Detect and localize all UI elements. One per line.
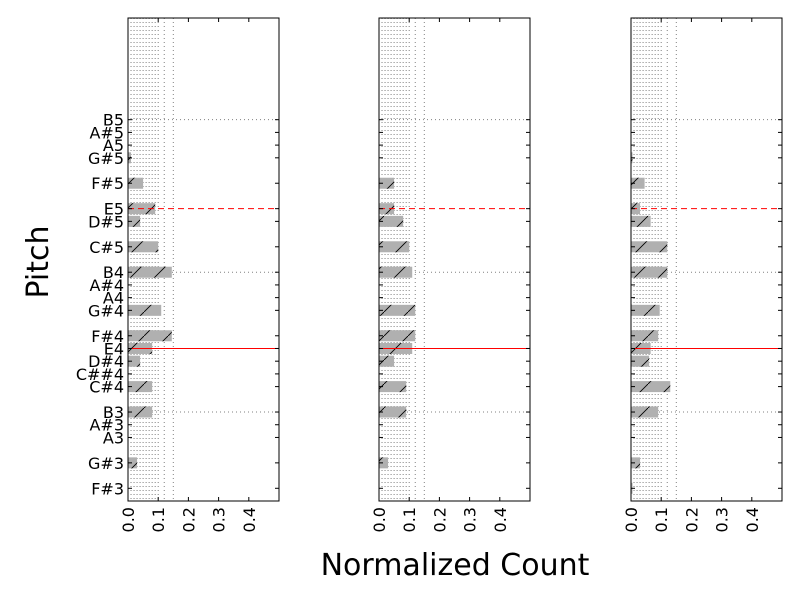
y-tick-label: B3 (103, 403, 124, 422)
plot-frame (127, 17, 280, 502)
x-tick-label: 0.0 (119, 507, 138, 532)
y-tick-label: C##4 (76, 365, 124, 384)
bar-hatch (631, 381, 671, 393)
bar-hatch (379, 203, 395, 215)
bar-hatch (128, 457, 138, 469)
y-tick-label: G#4 (88, 301, 124, 320)
y-axis-title: Pitch (21, 225, 56, 298)
x-tick-label: 0.3 (713, 507, 732, 532)
bar-hatch (128, 241, 159, 253)
bar-hatch (631, 266, 668, 278)
y-tick-label: B4 (103, 263, 124, 282)
bar-hatch (128, 406, 153, 418)
x-tick-label: 0.1 (149, 507, 168, 532)
y-tick-label: G#5 (88, 149, 124, 168)
panel-2: 0.0 0.1 0.2 0.3 0.4 (370, 17, 531, 532)
x-tick-label: 0.1 (400, 507, 419, 532)
plot-area (379, 18, 530, 501)
bar-hatch (379, 330, 416, 342)
x-tick-label: 0.1 (652, 507, 671, 532)
x-tick-label: 0.3 (461, 507, 480, 532)
plot-area (631, 18, 782, 501)
x-tick-label: 0.2 (430, 507, 449, 532)
bar-hatch (631, 406, 659, 418)
y-tick-label: A5 (103, 136, 124, 155)
panel-3: 0.0 0.1 0.2 0.3 0.4 (622, 17, 783, 532)
y-tick-label: A4 (103, 289, 124, 308)
y-tick-label: F#5 (91, 174, 124, 193)
y-tick-label: D#5 (88, 212, 124, 231)
y-tick-label: C#4 (89, 378, 124, 397)
x-axis-title: Normalized Count (321, 548, 590, 583)
bar-hatch (631, 241, 668, 253)
bar-hatch (128, 330, 172, 342)
plot-frame (378, 17, 531, 502)
panels-group: 0.0 0.1 0.2 0.3 0.4 F#3 G#3 A3A#3B3 C#4C##4D#4E4… (76, 17, 783, 532)
bar-hatch (379, 406, 407, 418)
bar-hatch (128, 266, 172, 278)
y-tick-label: A#4 (89, 276, 124, 295)
x-tick-label: 0.2 (179, 507, 198, 532)
bar-hatch (631, 457, 641, 469)
bar-hatch (631, 177, 645, 189)
x-tick-label: 0.2 (682, 507, 701, 532)
bar-hatch (128, 177, 144, 189)
y-tick-label: G#3 (88, 454, 124, 473)
bar-hatch (379, 457, 389, 469)
bar-hatch (379, 177, 395, 189)
y-tick-label: E5 (104, 200, 124, 219)
plot-area (128, 18, 279, 501)
x-tick-label: 0.0 (622, 507, 641, 532)
y-tick-label: A3 (103, 428, 124, 447)
x-tick-label: 0.4 (491, 507, 510, 532)
y-tick-label: F#3 (91, 479, 124, 498)
bar-hatch (631, 355, 650, 367)
y-tick-label: A#3 (89, 416, 124, 435)
y-tick-label: C#5 (89, 238, 124, 257)
bar-hatch (631, 215, 651, 227)
y-tick-label: E4 (104, 339, 124, 358)
bar-hatch (379, 304, 416, 316)
bar-hatch (379, 241, 410, 253)
bar-hatch (631, 330, 659, 342)
y-tick-label: F#4 (91, 327, 124, 346)
plot-frame (630, 17, 783, 502)
x-tick-label: 0.3 (210, 507, 229, 532)
bar-hatch (379, 266, 413, 278)
bar-hatch (128, 215, 141, 227)
bar-hatch (631, 304, 660, 316)
bar-hatch (379, 215, 404, 227)
panel-1: 0.0 0.1 0.2 0.3 0.4 F#3 G#3 A3A#3B3 C#4C##4D#4E4… (76, 17, 280, 532)
x-tick-label: 0.4 (240, 507, 259, 532)
x-tick-label: 0.0 (370, 507, 389, 532)
bar-hatch (128, 355, 141, 367)
x-tick-label: 0.4 (743, 507, 762, 532)
bar-hatch (128, 304, 162, 316)
y-tick-label: A#5 (89, 123, 124, 142)
bar-hatch (128, 381, 153, 393)
bar-hatch (379, 355, 395, 367)
bar-hatch (379, 381, 407, 393)
y-tick-label: B5 (103, 111, 124, 130)
y-tick-label: D#4 (88, 352, 124, 371)
